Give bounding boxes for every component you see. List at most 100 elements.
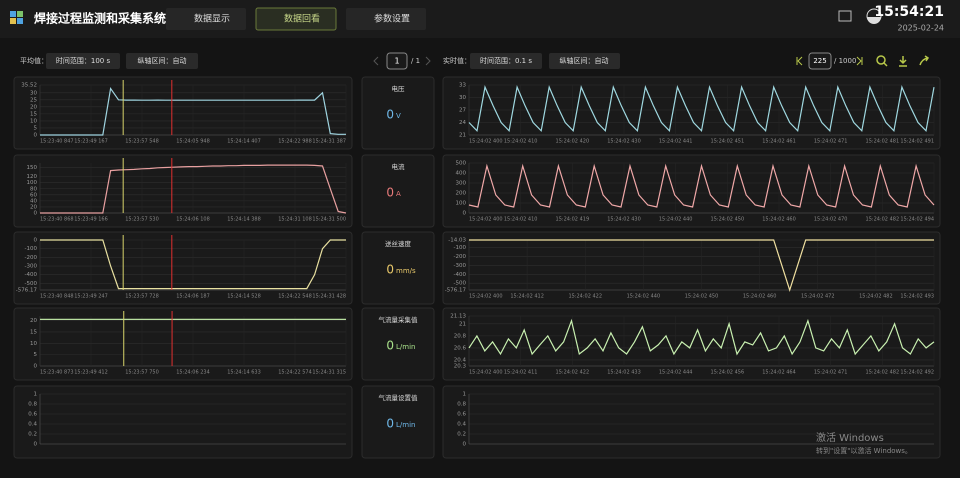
y-tick-label: 0.6 — [28, 412, 37, 418]
y-tick-label: 0.4 — [457, 422, 466, 428]
x-tick-label: 15:23:49 166 — [74, 217, 108, 223]
x-tick-label: 15:24:14 407 — [227, 139, 261, 145]
x-tick-label: 15:24:02 460 — [743, 294, 777, 300]
readout-panel — [361, 76, 435, 150]
x-tick-label: 15:24:02 410 — [504, 139, 538, 145]
tab-label: 参数设置 — [374, 13, 410, 25]
x-tick-label: 15:24:02 440 — [627, 294, 661, 300]
frame-input[interactable] — [808, 52, 832, 70]
tool-icons[interactable] — [876, 55, 930, 67]
y-tick-label: 200 — [456, 191, 467, 197]
y-tick-label: 5 — [34, 352, 38, 358]
y-tick-label: 300 — [456, 181, 467, 187]
x-tick-label: 15:24:02 451 — [711, 139, 745, 145]
x-tick-label: 15:23:57 750 — [125, 370, 159, 376]
readout-value: 0 — [386, 339, 394, 353]
x-tick-label: 15:24:02 430 — [607, 139, 641, 145]
x-tick-label: 15:24:22 548 — [278, 294, 312, 300]
data-line — [40, 239, 346, 290]
y-tick-label: -500 — [454, 281, 467, 287]
x-tick-label: 15:24:02 440 — [659, 217, 693, 223]
chart-panel — [13, 154, 353, 228]
x-tick-label: 15:23:57 530 — [125, 217, 159, 223]
range-button[interactable] — [470, 53, 542, 69]
clock-date: 2025-02-24 — [898, 24, 945, 33]
y-tick-label: 0 — [34, 364, 38, 370]
page-total: / 1 — [411, 57, 420, 65]
x-tick-label: 15:24:02 422 — [556, 370, 590, 376]
x-tick-label: 15:24:02 493 — [900, 294, 934, 300]
frame-total: / 1000 — [834, 57, 856, 65]
y-tick-label: 21 — [459, 321, 466, 327]
y-tick-label: 0.4 — [28, 422, 37, 428]
tab-label: 数据回看 — [284, 13, 320, 25]
x-tick-label: 15:23:57 548 — [125, 139, 159, 145]
readout-name: 送丝速度 — [385, 239, 412, 248]
x-tick-label: 15:24:14 633 — [227, 370, 261, 376]
x-tick-label: 15:24:31 315 — [312, 370, 346, 376]
chart-panel — [13, 76, 353, 150]
y-tick-label: -400 — [454, 272, 467, 278]
app-title: 焊接过程监测和采集系统 — [34, 11, 166, 26]
x-tick-label: 15:24:02 460 — [762, 217, 796, 223]
x-tick-label: 15:24:06 187 — [176, 294, 210, 300]
readout-unit: L/min — [396, 343, 415, 351]
readout-unit: A — [396, 190, 401, 198]
y-tick-label: 27 — [459, 108, 466, 114]
x-tick-label: 15:24:02 433 — [607, 370, 641, 376]
x-tick-label: 15:24:02 400 — [469, 217, 503, 223]
x-tick-label: 15:24:02 400 — [469, 370, 503, 376]
x-tick-label: 15:23:40 868 — [40, 217, 74, 223]
y-tick-label: 0.8 — [457, 402, 466, 408]
y-tick-label: 15 — [30, 329, 37, 335]
readout-name: 电流 — [392, 162, 406, 171]
y-tick-label: 1 — [463, 392, 467, 398]
y-tick-label: 500 — [456, 161, 467, 167]
y-tick-label: -400 — [25, 272, 38, 278]
y-tick-label: 20.3 — [454, 364, 467, 370]
x-tick-label: 15:24:02 481 — [866, 139, 900, 145]
next-page[interactable] — [425, 56, 431, 66]
y-tick-label: -200 — [25, 255, 38, 261]
chart-panel — [442, 231, 941, 305]
x-tick-label: 15:24:02 456 — [711, 370, 745, 376]
range-button[interactable] — [46, 53, 120, 69]
monitor-icon[interactable] — [838, 10, 852, 22]
region-button[interactable] — [549, 53, 620, 69]
x-tick-label: 15:23:49 247 — [74, 294, 108, 300]
region-label: 纵轴区间：自动 — [560, 56, 609, 65]
x-tick-label: 15:24:02 464 — [762, 370, 796, 376]
y-tick-label: 20 — [30, 204, 37, 210]
y-tick-label: -200 — [454, 254, 467, 260]
tab[interactable] — [166, 8, 246, 30]
y-tick-label: 21 — [459, 133, 466, 139]
x-tick-label: 15:24:02 450 — [711, 217, 745, 223]
y-tick-label: 10 — [30, 341, 37, 347]
y-tick-label: 20 — [30, 318, 37, 324]
x-tick-label: 15:24:22 574 — [278, 370, 312, 376]
tab-active[interactable] — [255, 7, 337, 31]
chart-panel — [13, 231, 353, 305]
last-frame[interactable] — [856, 56, 863, 66]
first-frame[interactable] — [796, 56, 803, 66]
y-tick-label: -100 — [25, 246, 38, 252]
prev-page[interactable] — [373, 56, 379, 66]
region-button[interactable] — [126, 53, 198, 69]
readout-panel — [361, 385, 435, 459]
x-tick-label: 15:24:31 387 — [312, 139, 346, 145]
tab[interactable] — [346, 8, 426, 30]
y-tick-label: 20.8 — [454, 333, 467, 339]
readout-name: 电压 — [392, 84, 406, 93]
status-icon-fill — [867, 17, 881, 24]
page-current: 1 — [394, 57, 399, 66]
y-tick-label: 25 — [30, 97, 37, 103]
x-tick-label: 15:24:02 411 — [504, 370, 538, 376]
readout-panel — [361, 154, 435, 228]
y-tick-label: 15 — [30, 111, 37, 117]
data-line — [40, 86, 346, 136]
page-input[interactable] — [386, 52, 408, 70]
y-tick-label: 60 — [30, 192, 37, 198]
readout-name: 气流量设置值 — [379, 393, 419, 402]
readout-unit: L/min — [396, 421, 415, 429]
